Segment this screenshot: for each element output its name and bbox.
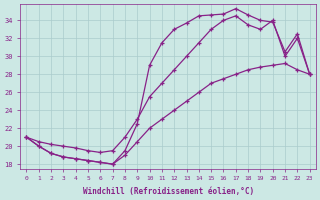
X-axis label: Windchill (Refroidissement éolien,°C): Windchill (Refroidissement éolien,°C)	[83, 187, 254, 196]
